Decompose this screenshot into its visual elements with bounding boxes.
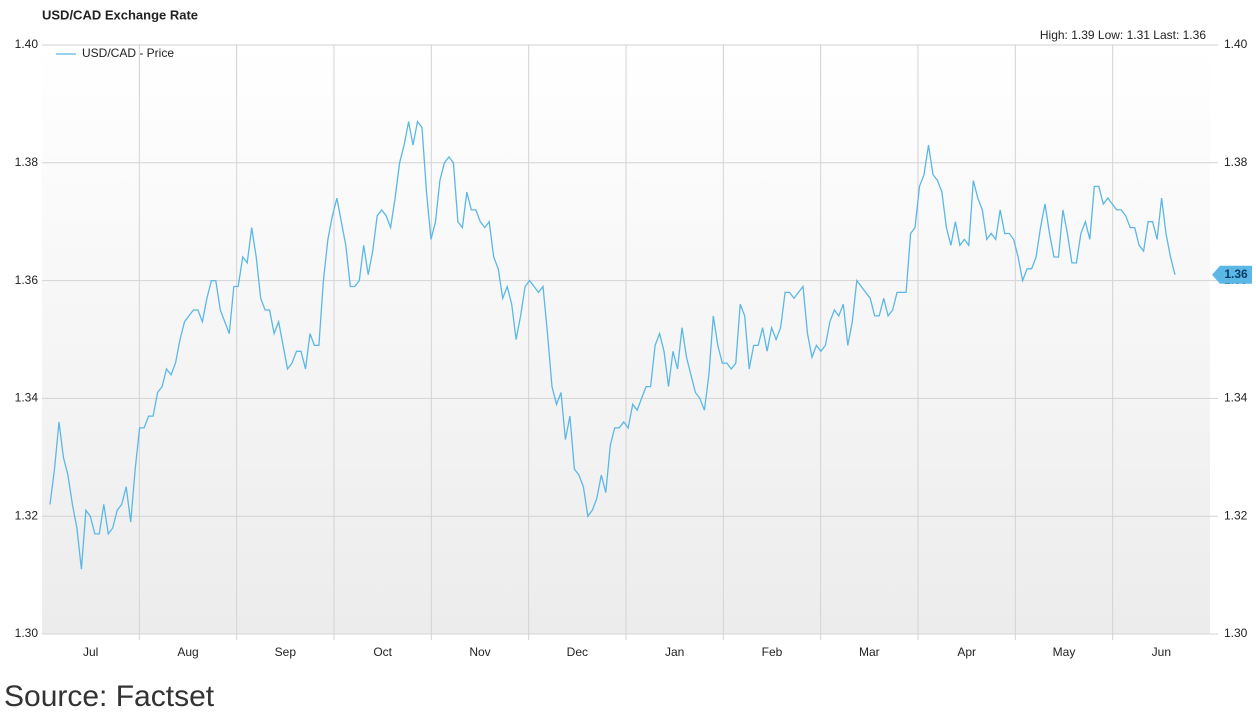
price-line xyxy=(49,120,1176,570)
x-tick-label: Apr xyxy=(957,645,976,659)
source: Source: Factset xyxy=(4,680,215,713)
x-tick-label: Nov xyxy=(469,645,490,659)
stats: High: 1.39 Low: 1.31 Last: 1.36 xyxy=(1040,28,1206,42)
y-tick-label: 1.36 xyxy=(15,273,39,287)
y-tick-label: 1.30 xyxy=(15,626,39,640)
x-tick-label: Sep xyxy=(275,645,297,659)
x-tick-label: Oct xyxy=(373,645,392,659)
x-tick-label: May xyxy=(1053,645,1076,659)
y-tick-label: 1.32 xyxy=(15,508,39,522)
legend-label: USD/CAD - Price xyxy=(82,46,174,60)
last-marker xyxy=(1212,265,1252,284)
x-tick-label: Feb xyxy=(762,645,783,659)
x-tick-label: Jan xyxy=(665,645,684,659)
y2-tick-label: 1.30 xyxy=(1224,626,1248,640)
x-tick-label: Dec xyxy=(567,645,588,659)
y2-tick-label: 1.32 xyxy=(1224,508,1248,522)
x-tick-label: Jul xyxy=(83,645,98,659)
y2-tick-label: 1.34 xyxy=(1224,391,1248,405)
x-tick-label: Aug xyxy=(177,645,198,659)
x-tick-label: Jun xyxy=(1152,645,1171,659)
last-marker-label: 1.36 xyxy=(1224,267,1248,281)
y-tick-label: 1.40 xyxy=(15,37,39,51)
x-tick-label: Mar xyxy=(859,645,880,659)
y-tick-label: 1.34 xyxy=(15,391,39,405)
y-tick-label: 1.38 xyxy=(15,155,39,169)
chart-title: USD/CAD Exchange Rate xyxy=(42,7,198,22)
y2-tick-label: 1.38 xyxy=(1224,155,1248,169)
y2-tick-label: 1.40 xyxy=(1224,37,1248,51)
